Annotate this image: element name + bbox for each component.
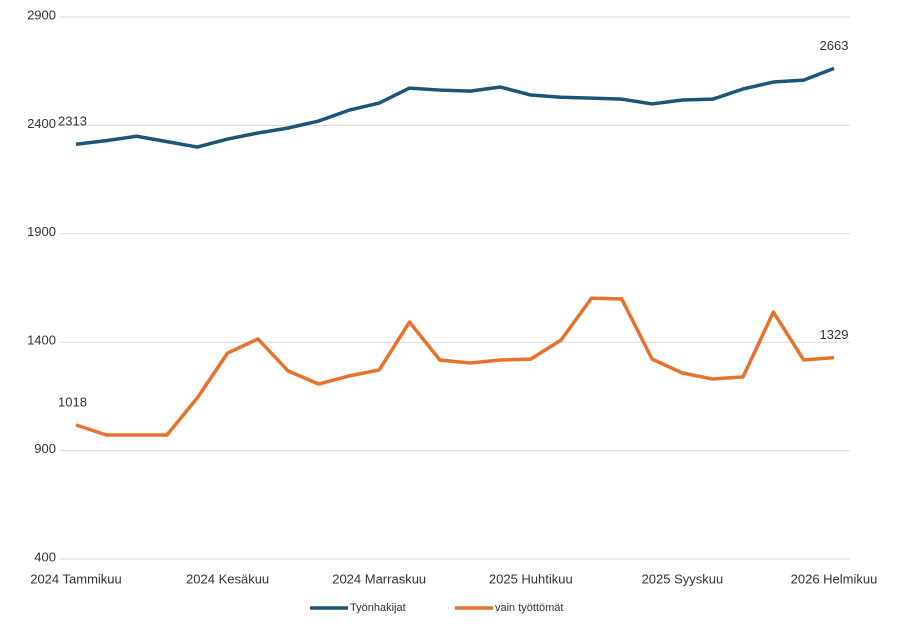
- x-tick-label: 2025 Huhtikuu: [489, 571, 573, 586]
- legend-label: vain työttömät: [495, 602, 563, 614]
- data-label: 1018: [58, 394, 87, 409]
- data-label: 2313: [58, 114, 87, 129]
- y-tick-label: 2900: [27, 7, 56, 22]
- data-label: 1329: [820, 327, 849, 342]
- x-tick-label: 2024 Tammikuu: [30, 571, 122, 586]
- y-tick-label: 1400: [27, 333, 56, 348]
- x-tick-label: 2024 Marraskuu: [332, 571, 426, 586]
- legend-label: Työnhakijat: [350, 602, 406, 614]
- series-line: [75, 296, 835, 437]
- y-tick-label: 2400: [27, 116, 56, 131]
- x-tick-label: 2026 Helmikuu: [791, 571, 878, 586]
- y-tick-label: 900: [34, 441, 56, 456]
- y-tick-label: 400: [34, 549, 56, 564]
- x-tick-label: 2024 Kesäkuu: [186, 571, 269, 586]
- y-tick-label: 1900: [27, 224, 56, 239]
- x-tick-label: 2025 Syyskuu: [642, 571, 724, 586]
- series-line: [75, 66, 835, 149]
- data-label: 2663: [820, 38, 849, 53]
